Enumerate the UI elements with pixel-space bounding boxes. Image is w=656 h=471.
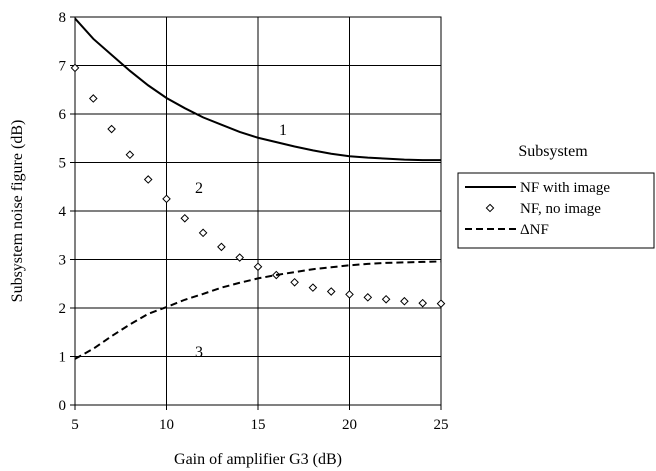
grid: [75, 17, 441, 405]
y-tick-label: 8: [59, 10, 67, 26]
x-axis-label: Gain of amplifier G3 (dB): [174, 451, 342, 468]
data-point: [88, 94, 98, 103]
y-tick-label: 2: [59, 301, 67, 317]
ticks: 0 1 2 3 4 5 6 7 8 5 10 15 20 25: [59, 10, 449, 433]
legend: Subsystem NF with image NF, no image ΔNF: [457, 143, 655, 249]
legend-items: NF with image NF, no image ΔNF: [465, 180, 610, 238]
data-point: [290, 277, 299, 287]
legend-item-1: NF with image: [465, 180, 610, 196]
y-tick-label: 1: [59, 350, 67, 366]
data-point: [107, 124, 116, 134]
x-tick-label: 5: [71, 417, 79, 433]
data-point: [125, 150, 135, 160]
data-point: [253, 262, 263, 272]
data-point: [345, 290, 354, 299]
data-point: [436, 299, 446, 308]
data-point: [198, 228, 208, 238]
data-point: [381, 294, 391, 304]
y-tick-label: 7: [59, 59, 67, 75]
series-line: [74, 17, 441, 162]
y-axis-label: Subsystem noise figure (dB): [9, 120, 26, 303]
legend-item-3: ΔNF: [465, 222, 549, 238]
legend-title: Subsystem: [518, 143, 588, 160]
y-tick-label: 0: [59, 398, 67, 414]
data-point: [235, 253, 245, 262]
series-1: [74, 17, 441, 162]
series-2: [70, 63, 446, 308]
legend-item-2: NF, no image: [485, 201, 601, 217]
data-point: [400, 296, 409, 306]
legend-marker: [485, 203, 495, 213]
x-tick-label: 25: [434, 417, 449, 433]
curve-label-1: 1: [279, 122, 287, 139]
x-tick-label: 20: [342, 417, 357, 433]
y-tick-label: 3: [59, 253, 67, 269]
data-point: [217, 242, 226, 252]
legend-label: NF with image: [520, 180, 610, 196]
series: [70, 17, 446, 360]
data-point: [363, 293, 373, 302]
series-line: [74, 260, 442, 360]
data-point: [418, 298, 428, 308]
x-tick-label: 15: [251, 417, 266, 433]
series-3: [74, 260, 442, 360]
y-tick-label: 4: [59, 204, 67, 220]
x-tick-label: 10: [159, 417, 174, 433]
data-point: [162, 194, 171, 204]
data-point: [326, 287, 336, 296]
legend-label: NF, no image: [520, 201, 601, 217]
curve-label-2: 2: [195, 180, 203, 197]
data-point: [70, 63, 80, 73]
data-point: [143, 175, 153, 184]
y-tick-label: 6: [59, 107, 67, 123]
y-tick-label: 5: [59, 156, 67, 172]
legend-label: ΔNF: [520, 222, 549, 238]
data-point: [308, 283, 318, 292]
curve-labels: 1 2 3: [195, 122, 287, 361]
curve-label-3: 3: [195, 344, 203, 361]
data-point: [180, 213, 190, 223]
